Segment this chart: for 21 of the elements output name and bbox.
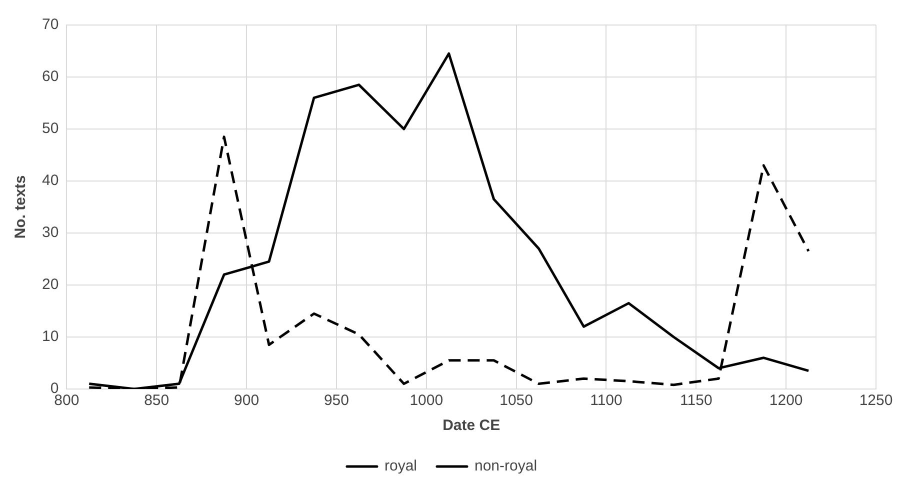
legend-label: non-royal xyxy=(474,458,538,475)
y-tick-label: 60 xyxy=(42,68,59,86)
y-tick-label: 10 xyxy=(42,328,59,346)
x-axis-title: Date CE xyxy=(442,417,500,434)
x-tick-label: 1200 xyxy=(769,392,803,410)
x-tick-label: 850 xyxy=(144,392,170,410)
x-tick-label: 1000 xyxy=(410,392,444,410)
y-axis-title: No. texts xyxy=(12,175,30,239)
y-tick-label: 40 xyxy=(42,172,59,190)
x-tick-label: 900 xyxy=(234,392,260,410)
y-tick-label: 30 xyxy=(42,224,59,242)
x-tick-label: 1050 xyxy=(500,392,533,410)
legend-label: royal xyxy=(384,458,417,475)
x-tick-label: 950 xyxy=(324,392,349,410)
x-tick-label: 1250 xyxy=(859,392,893,410)
x-tick-label: 1150 xyxy=(680,392,712,410)
y-tick-label: 70 xyxy=(42,16,59,34)
x-tick-label: 800 xyxy=(54,392,80,410)
x-tick-label: 1100 xyxy=(590,392,622,410)
y-tick-label: 20 xyxy=(42,276,59,294)
y-tick-label: 50 xyxy=(42,120,59,138)
